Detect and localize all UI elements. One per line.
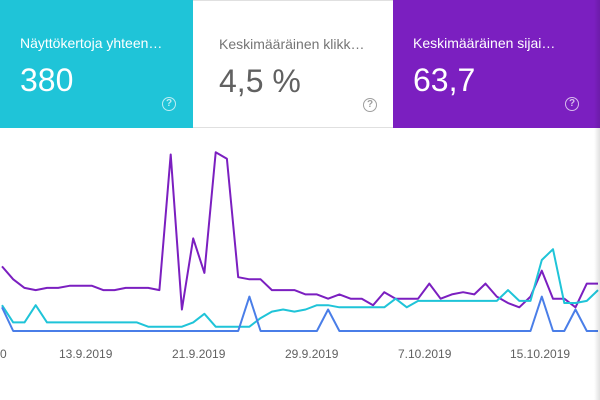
x-tick-label: 21.9.2019 [172, 347, 226, 361]
impressions-label: Näyttökertoja yhteen… [20, 35, 163, 51]
scroll-shadow [594, 0, 600, 400]
x-tick-label: 15.10.2019 [510, 347, 571, 361]
series-line-0 [1, 151, 598, 311]
x-tick-label: 7.10.2019 [398, 347, 452, 361]
impressions-card[interactable]: Näyttökertoja yhteen… 380 ? [0, 0, 193, 128]
performance-chart [1, 151, 599, 332]
average-position-card[interactable]: Keskimääräinen sijai… 63,7 ? [393, 0, 600, 128]
average-position-value: 63,7 [413, 62, 476, 98]
average-ctr-label: Keskimääräinen klikk… [219, 36, 365, 52]
help-circle-icon[interactable]: ? [565, 97, 579, 111]
series-line-1 [1, 248, 599, 328]
series-line-2 [1, 295, 598, 332]
average-ctr-card[interactable]: Keskimääräinen klikk… 4,5 % ? [193, 0, 393, 128]
average-ctr-value: 4,5 % [219, 63, 301, 99]
x-tick-label: 13.9.2019 [59, 347, 113, 361]
impressions-value: 380 [20, 62, 74, 98]
metrics-bar: Näyttökertoja yhteen… 380 ? Keskimääräin… [0, 0, 600, 128]
x-tick-label: 0 [0, 347, 7, 361]
average-position-label: Keskimääräinen sijai… [413, 35, 556, 51]
x-tick-label: 29.9.2019 [285, 347, 339, 361]
help-circle-icon[interactable]: ? [363, 98, 377, 112]
help-circle-icon[interactable]: ? [162, 97, 176, 111]
